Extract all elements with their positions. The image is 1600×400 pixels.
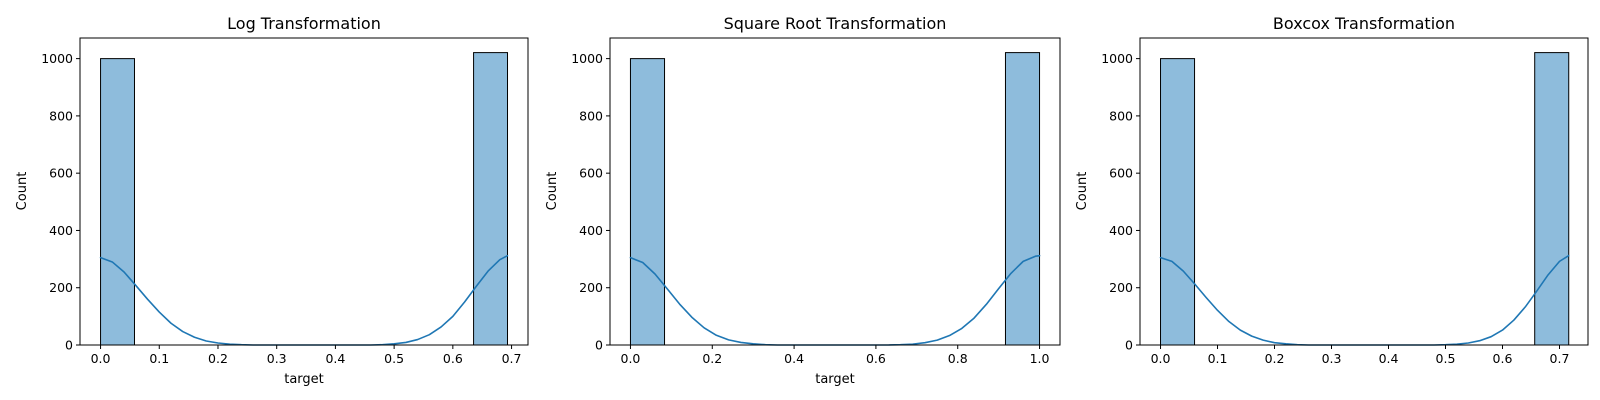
y-tick-label: 600 — [579, 166, 603, 181]
x-tick-label: 0.5 — [1436, 351, 1456, 366]
y-tick-label: 200 — [49, 280, 73, 295]
y-tick-label: 1000 — [41, 51, 73, 66]
ticks-layer: 0.0 0.1 0.2 0.3 0.4 0.5 0.6 0.7 0 200 400 600 800 100… — [1101, 51, 1569, 366]
x-tick-label: 0.7 — [1550, 351, 1570, 366]
axes-frame — [609, 37, 1061, 346]
bars-layer — [629, 52, 1041, 346]
y-axis-label: Count — [1075, 172, 1090, 211]
y-tick-label: 0 — [65, 338, 73, 353]
chart-title: Log Transformation — [227, 14, 381, 33]
y-tick-label: 1000 — [571, 51, 603, 66]
x-tick-label: 0.3 — [1322, 351, 1342, 366]
histogram-bar — [1004, 52, 1041, 346]
y-tick-label: 1000 — [1101, 51, 1133, 66]
y-tick-label: 400 — [579, 223, 603, 238]
axes-frame — [79, 37, 529, 346]
y-tick-label: 200 — [1109, 280, 1133, 295]
x-tick-label: 0.4 — [1379, 351, 1399, 366]
x-tick-label: 0.2 — [1265, 351, 1285, 366]
x-tick-label: 1.0 — [1030, 351, 1050, 366]
x-tick-label: 0.4 — [784, 351, 804, 366]
histogram-bar — [1534, 52, 1570, 346]
y-axis-label: Count — [15, 172, 30, 211]
x-tick-label: 0.6 — [866, 351, 886, 366]
y-tick-label: 200 — [579, 280, 603, 295]
histogram-bar — [100, 58, 135, 346]
x-tick-label: 0.1 — [1208, 351, 1228, 366]
x-tick-label: 0.3 — [267, 351, 287, 366]
subplot-log-transformation: Log Transformation target Count 0.0 0.1 0.… — [15, 14, 529, 387]
y-tick-label: 800 — [49, 108, 73, 123]
y-tick-label: 0 — [595, 338, 603, 353]
y-tick-label: 600 — [49, 166, 73, 181]
y-axis-label: Count — [545, 172, 560, 211]
x-tick-label: 0.8 — [948, 351, 968, 366]
x-tick-label: 0.7 — [502, 351, 522, 366]
subplot-square-root-transformation: Square Root Transformation target Count … — [545, 14, 1061, 387]
y-tick-label: 600 — [1109, 166, 1133, 181]
chart-title: Boxcox Transformation — [1273, 14, 1455, 33]
histogram-bar — [1160, 58, 1196, 346]
histogram-bar — [629, 58, 666, 346]
ticks-layer: 0.0 0.2 0.4 0.6 0.8 1.0 0 200 400 600 800 1000 — [571, 51, 1049, 366]
x-axis-label: target — [284, 372, 324, 387]
x-tick-label: 0.0 — [91, 351, 111, 366]
y-tick-label: 800 — [579, 108, 603, 123]
subplot-boxcox-transformation: Boxcox Transformation Count 0.0 0.1 0.2 0.3… — [1075, 14, 1589, 366]
x-tick-label: 0.0 — [1151, 351, 1171, 366]
y-tick-label: 400 — [1109, 223, 1133, 238]
histogram-bar — [473, 52, 509, 346]
x-tick-label: 0.5 — [384, 351, 404, 366]
y-tick-label: 800 — [1109, 108, 1133, 123]
ticks-layer: 0.0 0.1 0.2 0.3 0.4 0.5 0.6 0.7 0 200 400 600 800 100… — [41, 51, 521, 366]
bars-layer — [1160, 52, 1570, 346]
x-tick-label: 0.4 — [325, 351, 345, 366]
x-tick-label: 0.2 — [208, 351, 228, 366]
axes-frame — [1139, 37, 1589, 346]
x-tick-label: 0.6 — [443, 351, 463, 366]
x-tick-label: 0.6 — [1493, 351, 1513, 366]
x-tick-label: 0.0 — [621, 351, 641, 366]
x-axis-label: target — [815, 372, 855, 387]
x-tick-label: 0.1 — [149, 351, 169, 366]
y-tick-label: 0 — [1125, 338, 1133, 353]
chart-title: Square Root Transformation — [724, 14, 947, 33]
y-tick-label: 400 — [49, 223, 73, 238]
x-tick-label: 0.2 — [702, 351, 722, 366]
